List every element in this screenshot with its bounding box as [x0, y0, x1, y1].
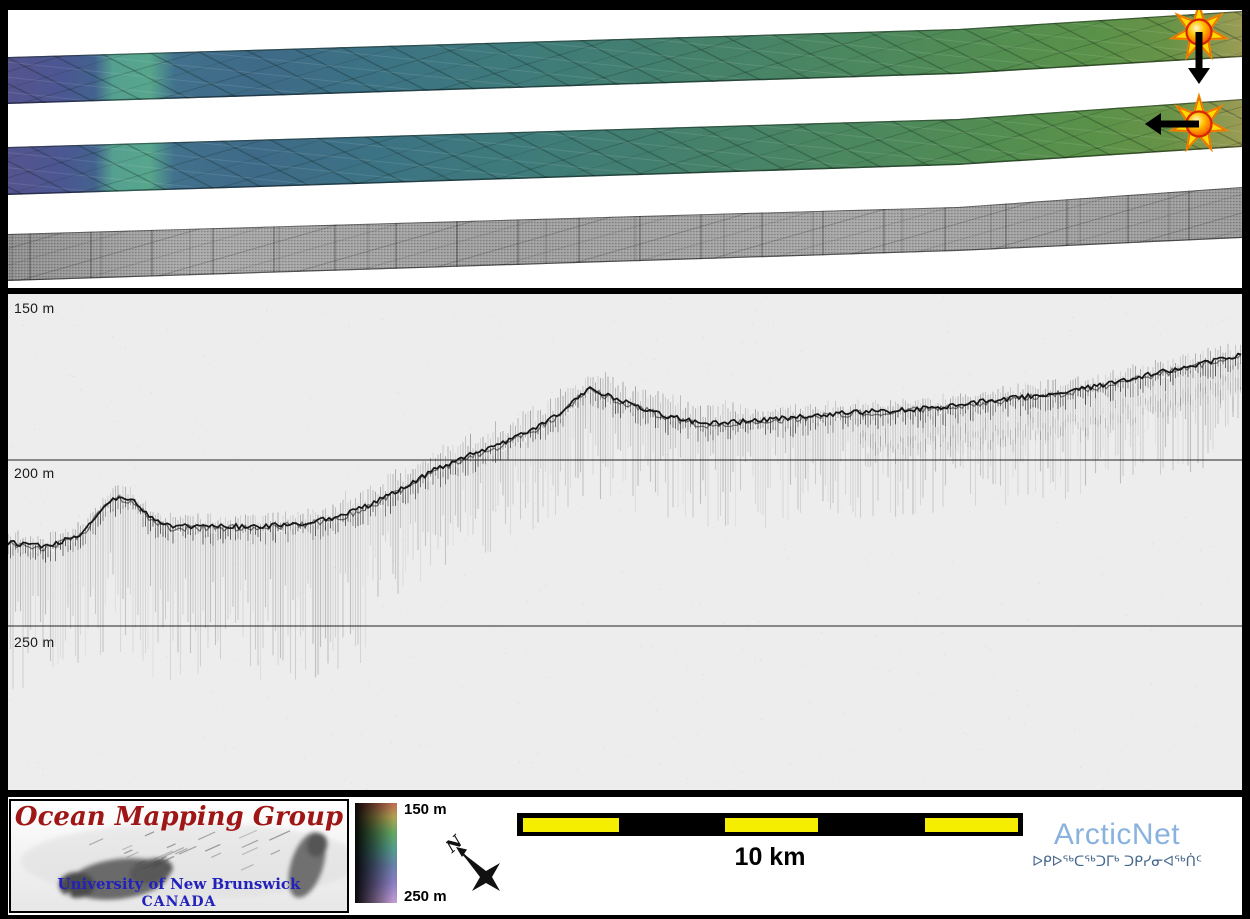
echogram-plot: [8, 294, 1242, 790]
north-arrow-icon: N: [446, 833, 500, 891]
illumination-arrow-down-icon: [1188, 32, 1210, 84]
arcticnet-name: ArcticNet: [1053, 818, 1181, 851]
backscatter-swath: [8, 187, 1242, 281]
scale-bar-segment: [925, 818, 1018, 832]
depth-label-200m: 200 m: [14, 465, 55, 481]
scale-bar-segment: [725, 818, 818, 832]
scale-bar-segment: [523, 818, 619, 832]
subbottom-echogram-panel: 150 m 200 m 250 m: [8, 294, 1242, 790]
omg-logo: Ocean Mapping Group University of New Br…: [9, 799, 349, 913]
depth-colorbar: [355, 803, 397, 903]
omg-title: Ocean Mapping Group: [14, 802, 344, 832]
north-label: N: [446, 833, 468, 858]
walrus-illustration-left: [59, 858, 173, 906]
walrus-illustration-right: [288, 832, 328, 898]
depth-label-150m: 150 m: [14, 300, 55, 316]
bathymetry-swath-sun-left: [8, 99, 1242, 195]
swath-panel: [8, 10, 1242, 288]
omg-walrus-artwork: [11, 801, 347, 911]
bathymetry-swath-sun-down: [8, 11, 1242, 104]
illumination-arrow-left-icon: [1145, 113, 1199, 135]
colorbar-bottom-label: 250 m: [404, 888, 447, 905]
figure-footer: Ocean Mapping Group University of New Br…: [8, 797, 1242, 915]
omg-country: CANADA: [141, 894, 217, 910]
sun-icon-down: [1167, 10, 1231, 84]
sun-icon-left: [1145, 91, 1231, 154]
scale-bar-label: 10 km: [734, 843, 806, 871]
bathymetry-swaths: [8, 10, 1242, 281]
depth-label-250m: 250 m: [14, 634, 55, 650]
arcticnet-inuktitut: ᐅᑭᐅᖅᑕᖅᑐᒥᒃ ᑐᑭᓯᓂᐊᖅᑏᑦ: [1032, 854, 1202, 870]
scale-bar: [517, 813, 1023, 836]
colorbar-top-label: 150 m: [404, 801, 447, 818]
omg-university: University of New Brunswick: [57, 875, 301, 893]
arcticnet-logo: ArcticNet ᐅᑭᐅᖅᑕᖅᑐᒥᒃ ᑐᑭᓯᓂᐊᖅᑏᑦ: [994, 818, 1240, 871]
ice-scratch-marks: [88, 829, 291, 871]
